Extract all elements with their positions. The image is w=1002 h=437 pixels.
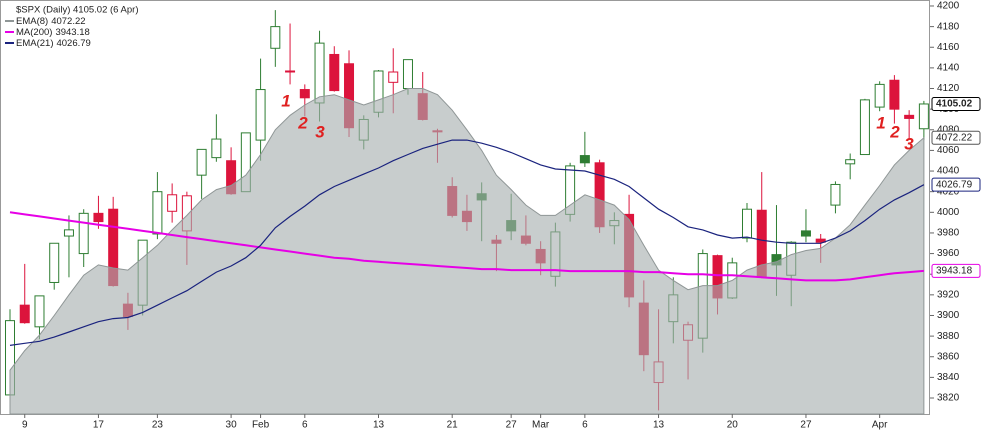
y-tick-label: 3920 (937, 289, 960, 300)
x-tick-label: 20 (727, 420, 739, 431)
y-tick-label: 4060 (937, 145, 960, 156)
candle-body (845, 159, 856, 165)
legend-label: EMA(8) 4072.22 (16, 16, 86, 27)
candle-body (270, 26, 281, 49)
x-tick-label: 13 (373, 420, 385, 431)
annotation: 3 (904, 134, 914, 153)
y-tick-label: 4180 (937, 21, 960, 32)
y-tick-label: 3880 (937, 331, 960, 342)
legend-name: MA(200) (16, 27, 52, 38)
candle-body (255, 89, 266, 141)
candle-body (402, 59, 413, 90)
y-tick-label: 4020 (937, 186, 960, 197)
legend-value: 3943.18 (55, 27, 89, 38)
legend-name: EMA(8) (16, 16, 48, 27)
annotation: 2 (297, 113, 308, 132)
candle-body (211, 138, 222, 159)
y-tick-label: 4080 (937, 124, 960, 135)
y-tick-label: 3980 (937, 228, 960, 239)
candle-body (63, 229, 74, 237)
value-box (931, 177, 981, 192)
legend-value: 4072.22 (51, 16, 85, 27)
candle-body (859, 99, 870, 156)
x-tick-label: 23 (152, 420, 164, 431)
candle-body (285, 70, 296, 73)
candle-body (329, 53, 340, 92)
annotation: 1 (876, 113, 885, 132)
value-box-label: 4072.22 (936, 132, 973, 143)
value-box-label: 4026.79 (936, 179, 973, 190)
y-tick-label: 4140 (937, 63, 960, 74)
y-tick-label: 3840 (937, 372, 960, 383)
chart-title: $SPX (Daily) 4105.02 (6 Apr) (16, 5, 139, 16)
value-box-label: 4105.02 (936, 99, 973, 110)
y-tick-label: 3860 (937, 351, 960, 362)
x-tick-label: 9 (22, 420, 28, 431)
legend-label: MA(200) 3943.18 (16, 27, 90, 38)
value-box (931, 130, 981, 145)
axes: 3820384038603880390039203940396039804000… (22, 1, 981, 431)
indicator-line (9, 139, 925, 346)
candle-body (78, 212, 89, 255)
candle-body (167, 194, 178, 212)
candle-body (830, 183, 841, 206)
y-tick-label: 4040 (937, 166, 960, 177)
candle-body (388, 71, 399, 83)
y-tick-label: 4000 (937, 207, 960, 218)
x-tick-label: 6 (302, 420, 308, 431)
candle-body (800, 230, 811, 237)
candle-body (93, 212, 104, 223)
y-tick-label: 3820 (937, 393, 960, 404)
legend-value: 4026.79 (56, 38, 90, 49)
annotation: 2 (889, 122, 900, 141)
candle-body (314, 42, 325, 104)
indicators (9, 88, 925, 415)
candle-body (152, 191, 163, 235)
y-tick-label: 4200 (937, 1, 960, 12)
x-tick-label: 21 (447, 420, 459, 431)
x-tick-label: 30 (226, 420, 238, 431)
x-tick-label: 13 (653, 420, 665, 431)
x-tick-label: 6 (582, 420, 588, 431)
candle-body (742, 208, 752, 239)
candle-body (49, 242, 60, 283)
x-tick-label: 27 (800, 420, 812, 431)
x-tick-label: 17 (93, 420, 105, 431)
x-tick-label: Apr (872, 420, 888, 431)
x-tick-label: Feb (252, 420, 270, 431)
candle-body (196, 148, 207, 176)
candle-body (34, 295, 45, 328)
y-tick-label: 4120 (937, 83, 960, 94)
y-tick-label: 3960 (937, 248, 960, 259)
candle-body (874, 83, 885, 108)
annotation: 3 (315, 122, 325, 141)
value-box (931, 96, 981, 111)
legend-name: EMA(21) (16, 38, 53, 49)
y-tick-label: 3900 (937, 310, 960, 321)
legend-box (3, 3, 123, 51)
x-tick-label: 27 (506, 420, 518, 431)
annotation: 1 (281, 91, 290, 110)
value-box (931, 263, 981, 278)
candle-body (904, 114, 915, 119)
candle-body (19, 304, 30, 324)
candle-body (889, 79, 900, 110)
y-tick-label: 4160 (937, 42, 960, 53)
value-box-label: 3943.18 (936, 266, 973, 277)
candle-body (299, 89, 310, 99)
candle-body (918, 103, 929, 130)
candle-body (815, 238, 826, 243)
x-tick-label: Mar (532, 420, 550, 431)
legend-label: EMA(21) 4026.79 (16, 38, 91, 49)
ema8-area (9, 88, 925, 415)
indicator-line (9, 211, 924, 282)
candle-body (579, 155, 590, 164)
